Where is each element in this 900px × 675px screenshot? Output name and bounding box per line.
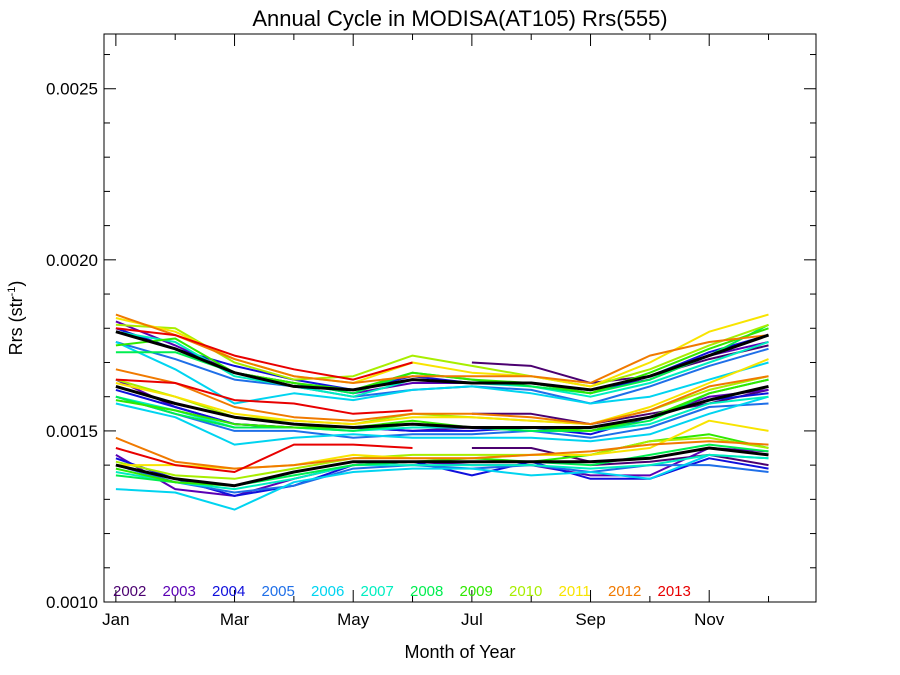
legend-item: 2013 bbox=[658, 583, 691, 600]
legend-item: 2006 bbox=[311, 583, 344, 600]
series-line bbox=[115, 453, 769, 511]
tick-layer: 0.0010 0.0015 0.0020 0.0025 Jan Mar May Jul Sep N… bbox=[46, 34, 816, 629]
series-line bbox=[115, 447, 769, 497]
x-tick-label: Sep bbox=[575, 610, 605, 629]
x-tick-label: Mar bbox=[220, 610, 250, 629]
legend-item: 2010 bbox=[509, 583, 542, 600]
series-line bbox=[115, 453, 769, 491]
legend-item: 2004 bbox=[212, 583, 245, 600]
plot-frame bbox=[103, 33, 817, 603]
y-tick-label: 0.0015 bbox=[46, 422, 98, 441]
series-line bbox=[115, 436, 769, 470]
series-line bbox=[115, 323, 769, 388]
legend-item: 2002 bbox=[113, 583, 146, 600]
legend: 2002 2003 2004 2005 2006 2007 2008 2009 2010 2011… bbox=[113, 583, 691, 600]
series-line bbox=[115, 358, 769, 426]
x-tick-label: Jul bbox=[461, 610, 483, 629]
legend-item: 2008 bbox=[410, 583, 443, 600]
series-line bbox=[590, 453, 769, 467]
y-tick-label: 0.0010 bbox=[46, 593, 98, 612]
chart-title: Annual Cycle in MODISA(AT105) Rrs(555) bbox=[252, 6, 667, 31]
series-line bbox=[115, 384, 769, 429]
series-line bbox=[115, 395, 769, 439]
x-tick-label: Jan bbox=[102, 610, 129, 629]
series-line bbox=[115, 368, 769, 426]
series-line bbox=[471, 361, 591, 384]
series-line bbox=[115, 313, 769, 384]
legend-item: 2012 bbox=[608, 583, 641, 600]
series-line bbox=[115, 446, 769, 488]
series-line bbox=[115, 436, 769, 480]
y-tick-label: 0.0020 bbox=[46, 251, 98, 270]
series-line bbox=[115, 464, 769, 494]
legend-item: 2005 bbox=[262, 583, 295, 600]
y-tick-label: 0.0025 bbox=[46, 80, 98, 99]
y-axis-label-main: Rrs (str bbox=[6, 296, 26, 355]
series-line bbox=[115, 395, 769, 446]
x-tick-label: Nov bbox=[694, 610, 725, 629]
x-axis-label: Month of Year bbox=[404, 642, 515, 662]
series-line bbox=[115, 330, 769, 392]
legend-item: 2009 bbox=[460, 583, 493, 600]
series-line bbox=[115, 327, 413, 381]
series-line bbox=[471, 412, 591, 426]
legend-item: 2007 bbox=[361, 583, 394, 600]
series-line bbox=[115, 378, 413, 415]
legend-item: 2011 bbox=[559, 583, 591, 600]
y-axis-label-exponent: -1 bbox=[6, 287, 18, 297]
y-axis-label: Rrs (str-1) bbox=[6, 281, 26, 356]
y-axis-label-close: ) bbox=[6, 281, 26, 287]
series-line bbox=[115, 443, 413, 473]
legend-item: 2003 bbox=[163, 583, 196, 600]
x-tick-label: May bbox=[337, 610, 370, 629]
series-layer bbox=[115, 313, 769, 511]
